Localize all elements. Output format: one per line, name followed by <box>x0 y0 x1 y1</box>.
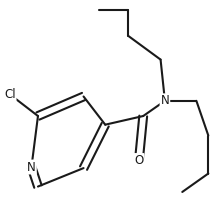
Text: Cl: Cl <box>4 88 16 101</box>
Text: O: O <box>134 154 143 167</box>
Text: N: N <box>161 94 169 107</box>
Text: N: N <box>27 161 36 173</box>
